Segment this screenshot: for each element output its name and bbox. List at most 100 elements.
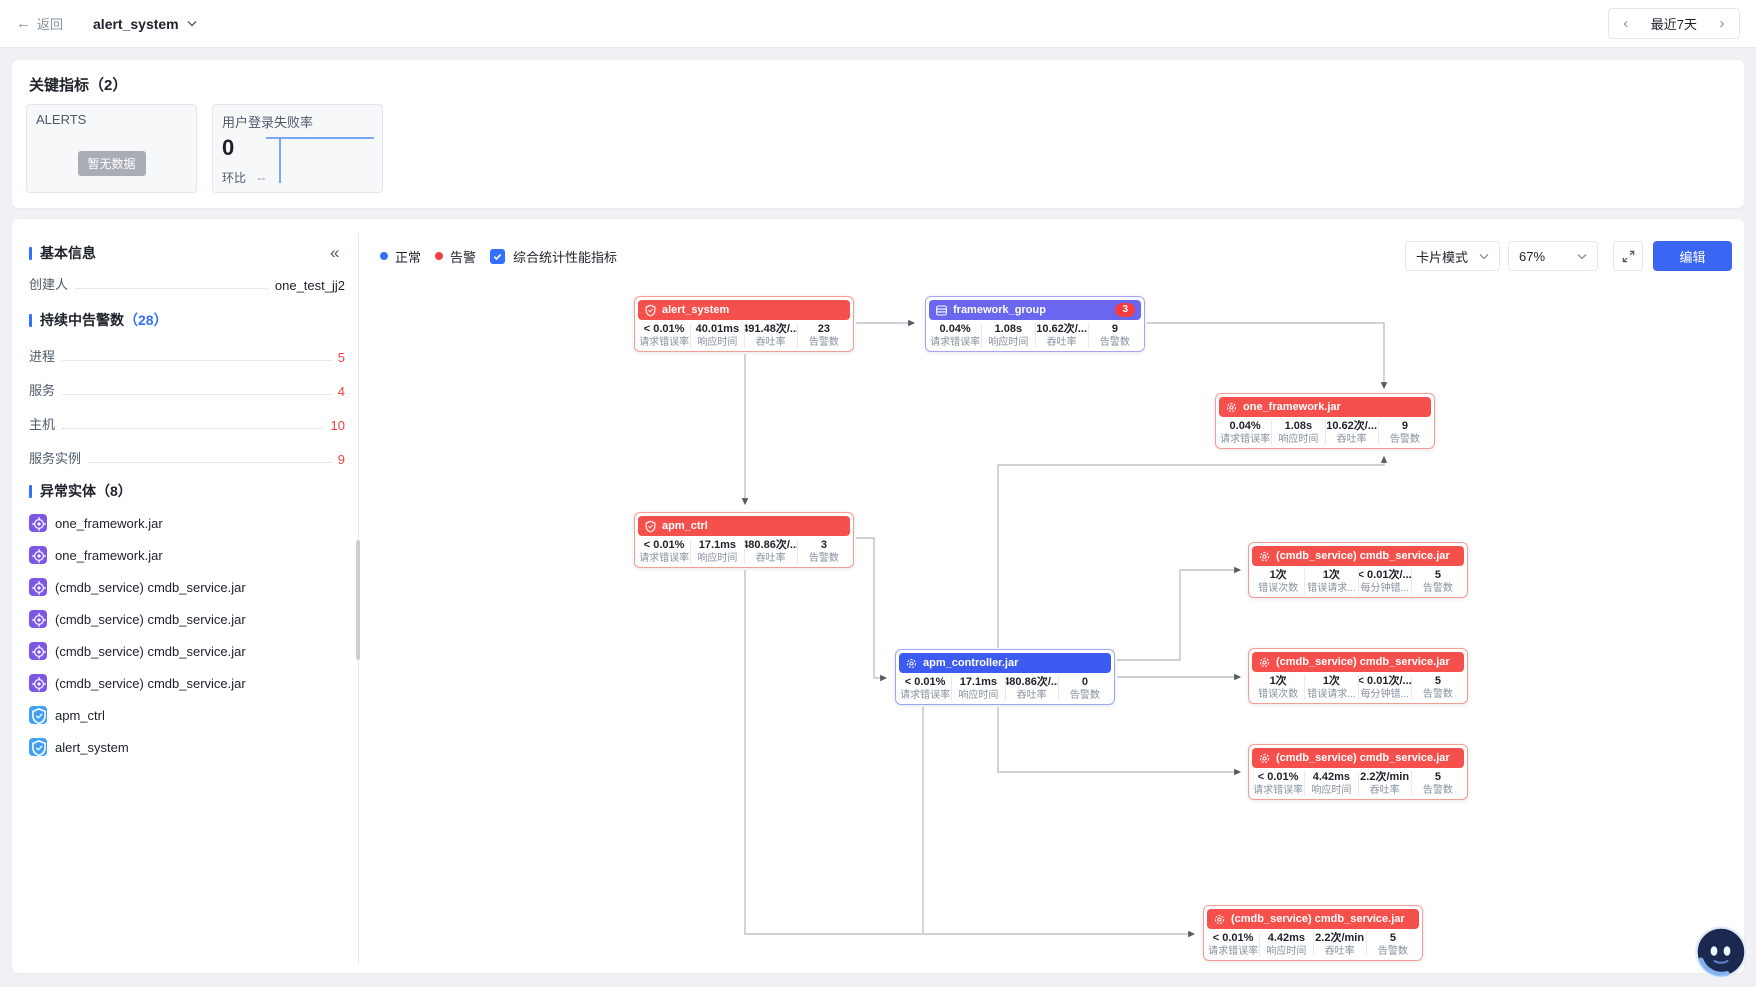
sparkline-vertical xyxy=(279,137,281,183)
card-mode-select[interactable]: 卡片模式 xyxy=(1405,241,1500,271)
stat-label: 请求错误率 xyxy=(1220,433,1271,445)
stat-value: 0.04% xyxy=(939,323,971,335)
stat-label: 告警数 xyxy=(1377,945,1408,957)
node-stats: 0.04% 请求错误率 1.08s 响应时间 10.62次/... 吞吐率 9 告警数 xyxy=(929,323,1141,348)
topology-node-one-framework[interactable]: one_framework.jar 0.04% 请求错误率 1.08s 响应时间 1… xyxy=(1215,393,1435,449)
entity-item[interactable]: one_framework.jar xyxy=(29,509,345,537)
normal-dot-icon xyxy=(380,252,388,260)
gear-icon xyxy=(29,642,47,660)
stat-label: 告警数 xyxy=(1069,689,1100,701)
time-next-button[interactable]: › xyxy=(1719,15,1725,32)
stat-value: 9 xyxy=(1401,420,1408,432)
assistant-robot-button[interactable] xyxy=(1694,925,1748,979)
fullscreen-button[interactable] xyxy=(1613,241,1643,271)
stat-value: 4.42ms xyxy=(1312,771,1351,783)
gear-icon xyxy=(1213,913,1226,926)
robot-icon xyxy=(1695,926,1747,978)
zoom-level-value: 67% xyxy=(1519,248,1546,264)
entity-item[interactable]: one_framework.jar xyxy=(29,541,345,569)
key-metrics-panel: 关键指标（2） ALERTS 暂无数据 用户登录失败率 0 环比 -- xyxy=(12,60,1744,208)
kpi-name: 用户登录失败率 xyxy=(222,115,314,130)
back-arrow-icon: ← xyxy=(16,15,31,32)
time-prev-button[interactable]: ‹ xyxy=(1623,15,1629,32)
shield-icon xyxy=(644,304,657,317)
creator-value: one_test_jj2 xyxy=(274,278,345,293)
entity-item[interactable]: (cmdb_service) cmdb_service.jar xyxy=(29,605,345,633)
alert-count-row-process[interactable]: 进程 5 xyxy=(29,345,345,365)
entity-item[interactable]: apm_ctrl xyxy=(29,701,345,729)
node-header: one_framework.jar xyxy=(1219,397,1431,417)
edit-button[interactable]: 编辑 xyxy=(1653,241,1732,271)
back-button[interactable]: ← 返回 xyxy=(16,14,63,33)
basic-info-title: 基本信息 xyxy=(29,243,96,263)
sidebar-collapse-button[interactable]: « xyxy=(330,243,340,262)
sidebar-scrollbar-thumb[interactable] xyxy=(356,540,360,660)
row-label: 服务实例 xyxy=(29,451,82,466)
entity-label: one_framework.jar xyxy=(55,547,163,563)
entity-label: (cmdb_service) cmdb_service.jar xyxy=(55,643,246,659)
stat-value: 10.62次/... xyxy=(1036,323,1088,335)
topology-node-cmdb-service-4[interactable]: (cmdb_service) cmdb_service.jar < 0.01% 请… xyxy=(1203,905,1423,961)
row-value: 10 xyxy=(330,418,345,433)
topology-node-apm-controller[interactable]: apm_controller.jar < 0.01% 请求错误率 17.1ms 响应… xyxy=(895,649,1115,705)
abnormal-entities-title: 异常实体（8） xyxy=(29,481,132,501)
stat-label: 响应时间 xyxy=(958,689,999,701)
entity-label: (cmdb_service) cmdb_service.jar xyxy=(55,675,246,691)
stat-value: 23 xyxy=(817,323,830,335)
time-range-label[interactable]: 最近7天 xyxy=(1650,17,1697,32)
stat-value: 5 xyxy=(1389,932,1396,944)
stat-value: 0.04% xyxy=(1229,420,1261,432)
stat-value: 2.2次/min xyxy=(1315,932,1365,944)
alert-count-row-host[interactable]: 主机 10 xyxy=(29,413,345,433)
stat-value: 5 xyxy=(1434,771,1441,783)
stat-value: 1次 xyxy=(1269,675,1287,687)
checkbox-checked-icon[interactable] xyxy=(490,248,505,264)
stat-value: 3 xyxy=(820,539,827,551)
stat-value: 10.62次/... xyxy=(1326,420,1378,432)
dotted-leader xyxy=(62,394,331,395)
topology-node-alert-system[interactable]: alert_system < 0.01% 请求错误率 40.01ms 响应时间 49… xyxy=(634,296,854,352)
entity-label: one_framework.jar xyxy=(55,515,163,531)
stat-value: < 0.01次/... xyxy=(1358,675,1412,687)
topology-node-cmdb-service-1[interactable]: (cmdb_service) cmdb_service.jar 1次 错误次数 1… xyxy=(1248,542,1468,598)
shield-icon xyxy=(29,738,47,756)
card-mode-value: 卡片模式 xyxy=(1416,249,1469,265)
topology-node-framework-group[interactable]: framework_group 3 0.04% 请求错误率 1.08s 响应时间 1… xyxy=(925,296,1145,352)
shield-icon xyxy=(644,520,657,533)
alert-count-row-service[interactable]: 服务 4 xyxy=(29,379,345,399)
entity-item[interactable]: (cmdb_service) cmdb_service.jar xyxy=(29,669,345,697)
stat-value: < 0.01次/... xyxy=(1358,569,1412,581)
stat-label: 吞吐率 xyxy=(755,552,786,564)
alert-count-row-instance[interactable]: 服务实例 9 xyxy=(29,447,345,467)
alert-count-badge: 3 xyxy=(1115,303,1135,317)
key-metrics-title: 关键指标（2） xyxy=(29,77,128,94)
entity-item[interactable]: (cmdb_service) cmdb_service.jar xyxy=(29,573,345,601)
stat-label: 告警数 xyxy=(808,552,839,564)
node-title: (cmdb_service) cmdb_service.jar xyxy=(1276,752,1450,764)
stat-label: 响应时间 xyxy=(697,552,738,564)
topology-node-apm-ctrl[interactable]: apm_ctrl < 0.01% 请求错误率 17.1ms 响应时间 480.86次… xyxy=(634,512,854,568)
gear-icon xyxy=(1258,550,1271,563)
ongoing-alerts-count: （28） xyxy=(124,312,168,328)
topology-node-cmdb-service-2[interactable]: (cmdb_service) cmdb_service.jar 1次 错误次数 1… xyxy=(1248,648,1468,704)
stat-value: 17.1ms xyxy=(698,539,737,551)
stat-value: 480.86次/... xyxy=(744,539,798,551)
gear-icon xyxy=(1258,656,1271,669)
node-header: alert_system xyxy=(638,300,850,320)
kpi-card-alerts[interactable]: ALERTS 暂无数据 xyxy=(26,104,197,193)
kpi-card-login-failure[interactable]: 用户登录失败率 0 环比 -- xyxy=(212,104,383,193)
entity-item[interactable]: (cmdb_service) cmdb_service.jar xyxy=(29,637,345,665)
legend-normal-label: 正常 xyxy=(395,249,422,265)
node-title: framework_group xyxy=(953,304,1046,316)
stat-value: 4.42ms xyxy=(1267,932,1306,944)
shield-icon xyxy=(29,706,47,724)
stat-value: 480.86次/... xyxy=(1005,676,1059,688)
node-title: alert_system xyxy=(662,304,730,316)
zoom-level-select[interactable]: 67% xyxy=(1508,241,1598,271)
topology-node-cmdb-service-3[interactable]: (cmdb_service) cmdb_service.jar < 0.01% 请… xyxy=(1248,744,1468,800)
gear-icon xyxy=(29,674,47,692)
stat-value: 1.08s xyxy=(1284,420,1313,432)
app-title-dropdown[interactable]: alert_system xyxy=(93,16,197,32)
entity-item[interactable]: alert_system xyxy=(29,733,345,761)
stat-label: 请求错误率 xyxy=(930,336,981,348)
